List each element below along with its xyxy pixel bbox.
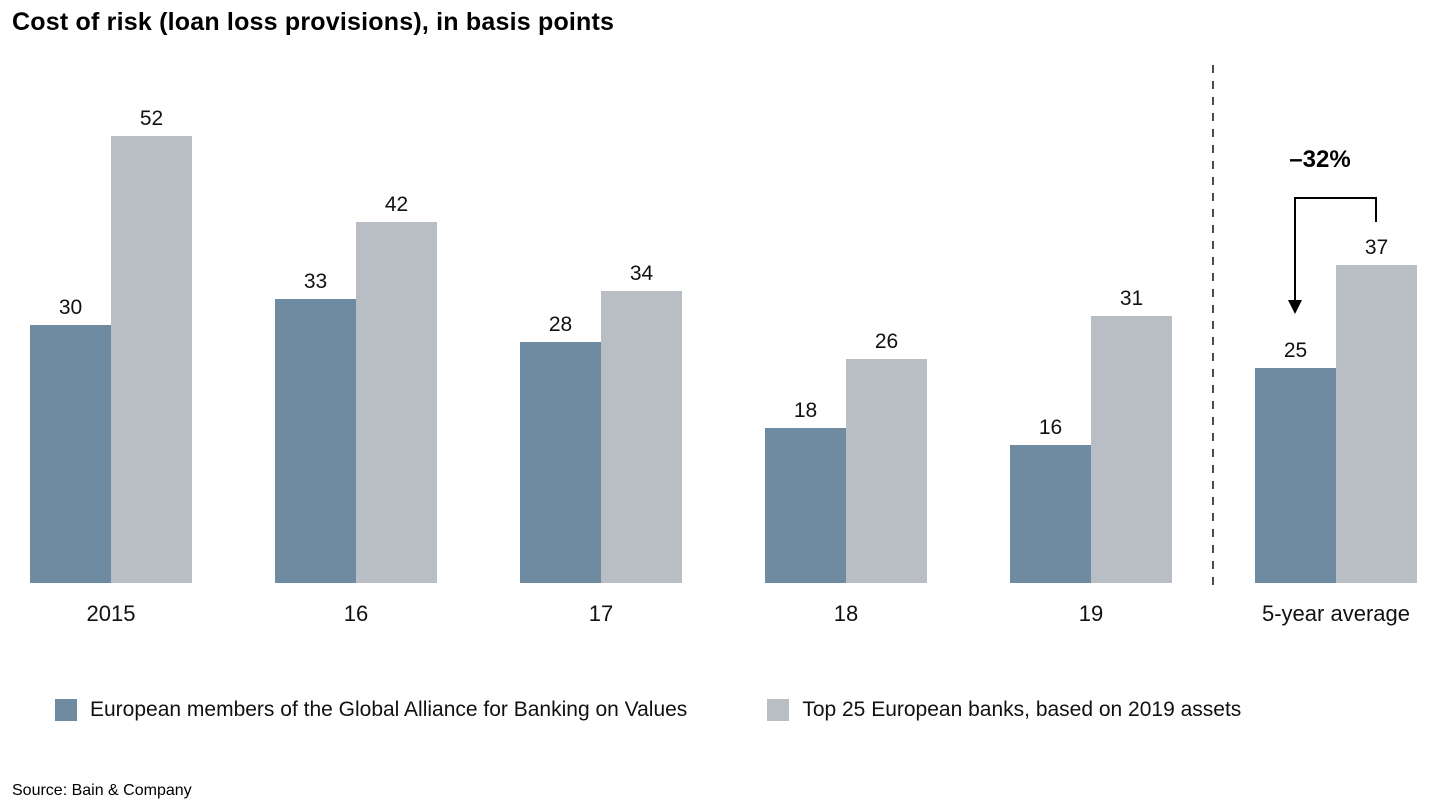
category-label: 19	[1078, 601, 1104, 626]
bar-value-label: 37	[1364, 236, 1389, 259]
bar-column: 34	[601, 263, 682, 583]
bar-column: 25	[1255, 340, 1336, 583]
bar-top25	[846, 359, 927, 583]
bar-value-label: 25	[1283, 339, 1308, 362]
bar-gabv	[765, 428, 846, 583]
bar-column: 26	[846, 331, 927, 583]
legend-item-gabv: European members of the Global Alliance …	[55, 698, 687, 722]
legend: European members of the Global Alliance …	[55, 698, 1241, 722]
bar-column: 16	[1010, 417, 1091, 583]
bar-gabv	[1255, 368, 1336, 583]
bar-gabv	[520, 342, 601, 583]
bar-value-label: 33	[303, 270, 328, 293]
legend-item-top25: Top 25 European banks, based on 2019 ass…	[767, 698, 1241, 722]
bar-pair: 28 34	[520, 65, 682, 583]
category-label: 5-year average	[1262, 601, 1410, 626]
bar-gabv	[30, 325, 111, 583]
bar-value-label: 34	[629, 262, 654, 285]
bar-value-label: 28	[548, 313, 573, 336]
bar-group-17: 28 34 17	[520, 65, 682, 627]
chart-title: Cost of risk (loan loss provisions), in …	[12, 8, 615, 36]
legend-swatch-gabv	[55, 699, 77, 721]
bar-column: 37	[1336, 237, 1417, 583]
bar-top25	[601, 291, 682, 583]
bar-value-label: 52	[139, 107, 164, 130]
bar-pair: 16 31	[1010, 65, 1172, 583]
bar-group-2015: 30 52 2015	[30, 65, 192, 627]
bar-group-5-year-average: 25 37 5-year average	[1255, 65, 1417, 627]
bar-value-label: 30	[58, 296, 83, 319]
bar-value-label: 31	[1119, 287, 1144, 310]
category-label: 2015	[86, 601, 136, 626]
category-label: 16	[343, 601, 369, 626]
bar-value-label: 16	[1038, 416, 1063, 439]
bar-top25	[356, 222, 437, 583]
bar-gabv	[1010, 445, 1091, 583]
bar-value-label: 42	[384, 193, 409, 216]
source-note: Source: Bain & Company	[12, 782, 192, 799]
legend-label-top25: Top 25 European banks, based on 2019 ass…	[802, 698, 1242, 721]
bar-group-19: 16 31 19	[1010, 65, 1172, 627]
bar-value-label: 18	[793, 399, 818, 422]
bar-pair: 33 42	[275, 65, 437, 583]
bar-column: 18	[765, 400, 846, 583]
bar-chart: 30 52 2015 33 42 16 28 34 17 18 26 18 16 31 19 25 37 5-ye…	[30, 65, 1417, 627]
bar-gabv	[275, 299, 356, 583]
bar-pair: 30 52	[30, 65, 192, 583]
bar-top25	[1091, 316, 1172, 583]
bar-group-16: 33 42 16	[275, 65, 437, 627]
category-label: 18	[833, 601, 859, 626]
legend-label-gabv: European members of the Global Alliance …	[90, 698, 688, 721]
bar-pair: 18 26	[765, 65, 927, 583]
bar-column: 28	[520, 314, 601, 583]
category-label: 17	[588, 601, 614, 626]
bar-group-18: 18 26 18	[765, 65, 927, 627]
bar-column: 42	[356, 194, 437, 583]
bar-pair: 25 37	[1255, 65, 1417, 583]
bar-top25	[1336, 265, 1417, 583]
bar-top25	[111, 136, 192, 583]
bar-column: 31	[1091, 288, 1172, 583]
bar-column: 33	[275, 271, 356, 583]
bar-column: 30	[30, 297, 111, 583]
bar-column: 52	[111, 108, 192, 583]
legend-swatch-top25	[767, 699, 790, 721]
dashed-separator-line	[1212, 65, 1214, 587]
bar-value-label: 26	[874, 330, 899, 353]
